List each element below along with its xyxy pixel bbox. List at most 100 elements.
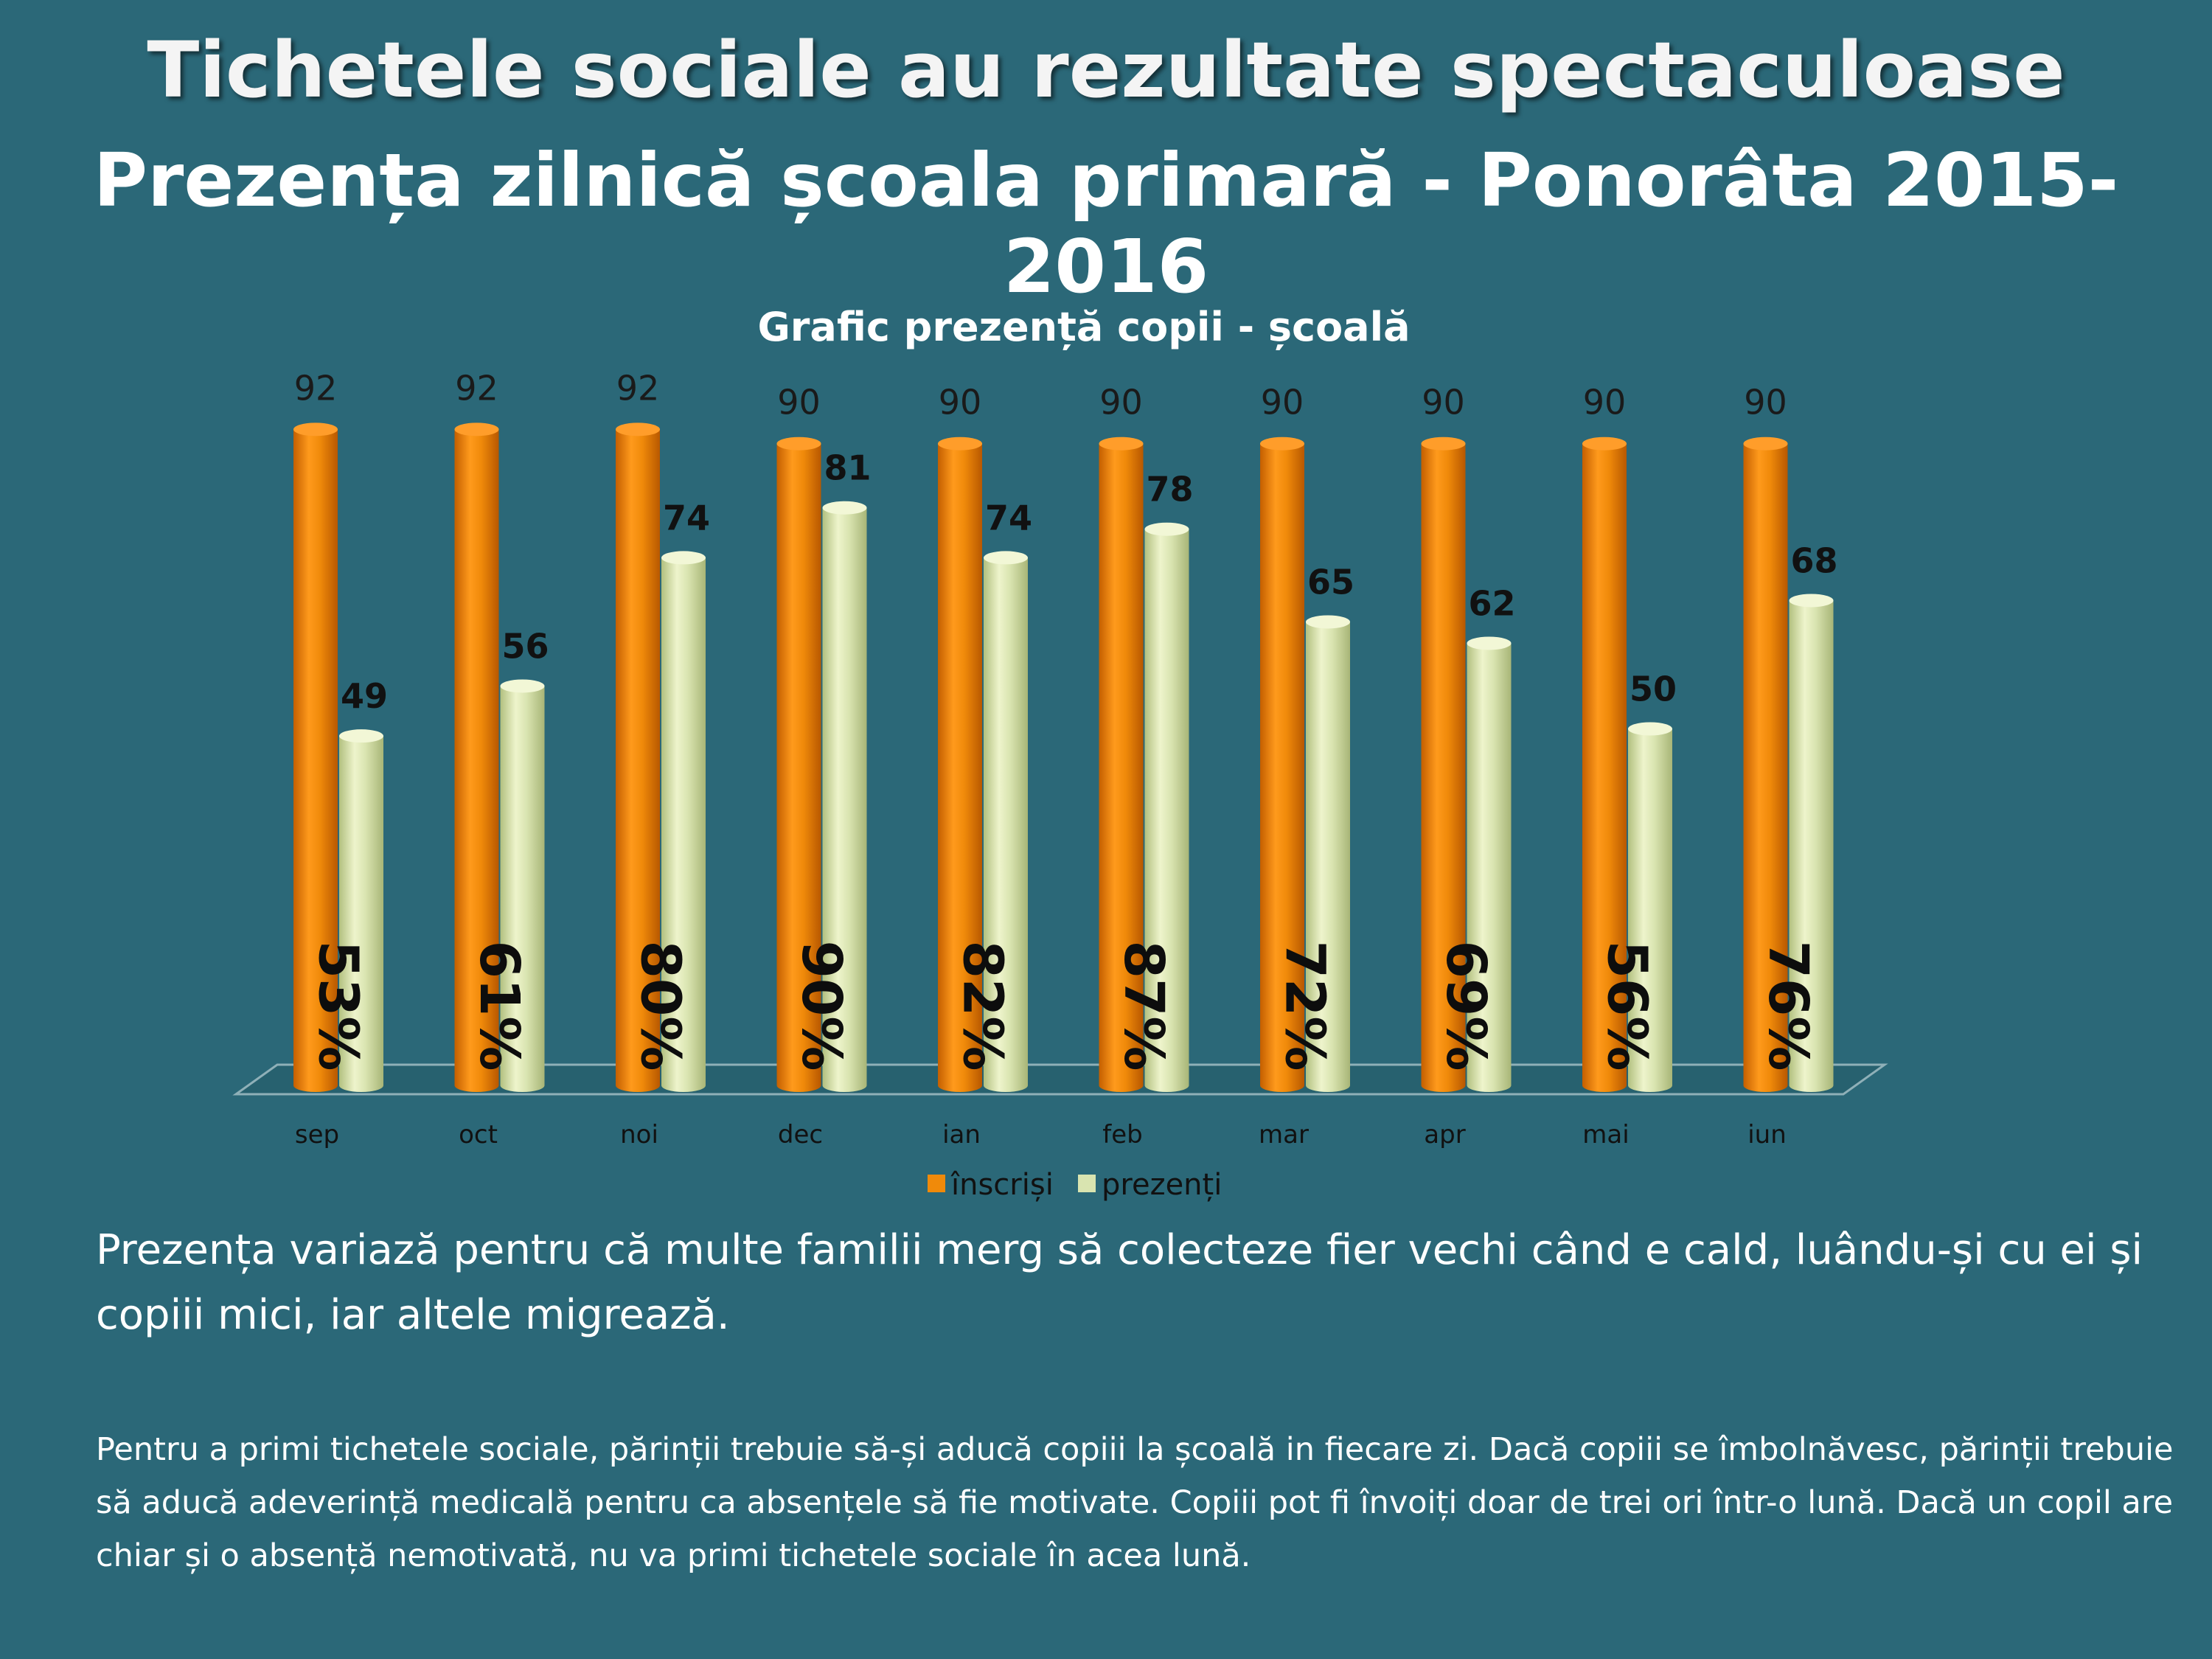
bar-inscrisi-sep-cap bbox=[293, 422, 338, 437]
percent-label-mar: 72% bbox=[1273, 940, 1336, 1071]
category-label-sep: sep bbox=[295, 1120, 339, 1150]
bar-prezenti-oct-body bbox=[500, 686, 545, 1092]
bar-prezenti-dec-body bbox=[822, 507, 867, 1092]
value-label-prezenti-oct: 56 bbox=[501, 626, 549, 666]
value-label-prezenti-iun: 68 bbox=[1790, 540, 1837, 580]
bar-prezenti-mar-cap bbox=[1306, 615, 1350, 629]
bar-inscrisi-mai-body bbox=[1582, 443, 1627, 1092]
bar-inscrisi-mar-body bbox=[1260, 443, 1304, 1092]
value-label-inscrisi-iun: 90 bbox=[1744, 383, 1787, 422]
percent-label-ian: 82% bbox=[950, 940, 1014, 1071]
category-label-apr: apr bbox=[1424, 1120, 1465, 1150]
bar-prezenti-oct bbox=[500, 679, 545, 1092]
category-label-iun: iun bbox=[1747, 1120, 1787, 1150]
bar-prezenti-sep-body bbox=[339, 736, 383, 1092]
bar-inscrisi-oct bbox=[454, 422, 499, 1092]
page-title: Tichetele sociale au rezultate spectacul… bbox=[147, 25, 2065, 115]
value-label-inscrisi-sep: 92 bbox=[294, 368, 338, 408]
legend-swatch-prezenti bbox=[1078, 1175, 1096, 1192]
value-label-prezenti-noi: 74 bbox=[663, 498, 710, 538]
bar-inscrisi-ian bbox=[938, 437, 982, 1092]
value-label-inscrisi-noi: 92 bbox=[616, 368, 660, 408]
value-label-prezenti-mar: 65 bbox=[1307, 562, 1354, 602]
bar-inscrisi-apr bbox=[1421, 437, 1466, 1092]
value-label-inscrisi-dec: 90 bbox=[777, 383, 821, 422]
bar-inscrisi-feb-cap bbox=[1099, 437, 1144, 451]
category-label-noi: noi bbox=[620, 1120, 658, 1150]
category-label-feb: feb bbox=[1102, 1120, 1142, 1150]
bar-prezenti-mai-cap bbox=[1628, 722, 1672, 736]
category-label-mai: mai bbox=[1582, 1120, 1629, 1150]
bar-prezenti-noi bbox=[661, 551, 706, 1092]
bar-inscrisi-ian-body bbox=[938, 443, 982, 1092]
value-label-prezenti-ian: 74 bbox=[985, 498, 1032, 538]
bar-prezenti-feb bbox=[1144, 522, 1189, 1092]
bar-prezenti-sep-cap bbox=[339, 729, 383, 743]
value-label-inscrisi-mar: 90 bbox=[1261, 383, 1304, 422]
bar-inscrisi-noi-body bbox=[616, 429, 660, 1092]
bar-prezenti-apr bbox=[1467, 636, 1512, 1092]
category-label-dec: dec bbox=[778, 1120, 823, 1150]
attendance-explanation: Prezența variază pentru că multe familii… bbox=[96, 1226, 2143, 1339]
category-label-ian: ian bbox=[942, 1120, 981, 1150]
bar-inscrisi-oct-body bbox=[454, 429, 499, 1092]
chart-title: Grafic prezență copii - școală bbox=[757, 304, 1410, 350]
bar-inscrisi-sep bbox=[293, 422, 338, 1092]
legend-label-inscrisi: înscriși bbox=[950, 1168, 1054, 1202]
bar-inscrisi-iun-body bbox=[1743, 443, 1788, 1092]
value-label-inscrisi-oct: 92 bbox=[455, 368, 498, 408]
percent-label-noi: 80% bbox=[628, 940, 692, 1071]
ticket-rules-paragraph: Pentru a primi tichetele sociale, părinț… bbox=[96, 1431, 2174, 1574]
bar-prezenti-dec-cap bbox=[822, 501, 867, 515]
category-label-oct: oct bbox=[459, 1120, 498, 1150]
bar-inscrisi-mai bbox=[1582, 437, 1627, 1092]
bar-prezenti-dec bbox=[822, 501, 867, 1092]
percent-label-feb: 87% bbox=[1112, 940, 1175, 1071]
bar-prezenti-ian-cap bbox=[984, 551, 1028, 565]
bar-inscrisi-iun bbox=[1743, 437, 1788, 1092]
bar-inscrisi-mar bbox=[1260, 437, 1304, 1092]
bar-prezenti-mai-body bbox=[1628, 728, 1672, 1092]
value-label-prezenti-feb: 78 bbox=[1146, 470, 1193, 509]
bar-inscrisi-feb bbox=[1099, 437, 1144, 1092]
value-label-inscrisi-ian: 90 bbox=[939, 383, 982, 422]
bars-group bbox=[293, 422, 1834, 1092]
bar-inscrisi-dec-body bbox=[776, 443, 821, 1092]
bar-prezenti-oct-cap bbox=[500, 679, 545, 693]
value-label-inscrisi-apr: 90 bbox=[1422, 383, 1465, 422]
bar-inscrisi-ian-cap bbox=[938, 437, 982, 451]
category-label-mar: mar bbox=[1259, 1120, 1309, 1150]
bar-inscrisi-iun-cap bbox=[1743, 437, 1788, 451]
value-label-prezenti-dec: 81 bbox=[824, 448, 871, 488]
bar-inscrisi-mar-cap bbox=[1260, 437, 1304, 451]
bar-prezenti-feb-cap bbox=[1144, 522, 1189, 536]
value-label-prezenti-sep: 49 bbox=[341, 676, 388, 716]
bar-inscrisi-sep-body bbox=[293, 429, 338, 1092]
bar-prezenti-noi-cap bbox=[661, 551, 706, 565]
bar-inscrisi-mai-cap bbox=[1582, 437, 1627, 451]
value-label-inscrisi-feb: 90 bbox=[1099, 383, 1143, 422]
bar-prezenti-ian bbox=[984, 551, 1028, 1092]
bar-inscrisi-dec bbox=[776, 437, 821, 1092]
percent-label-sep: 53% bbox=[306, 940, 369, 1071]
bar-prezenti-iun bbox=[1789, 594, 1834, 1092]
chart-legend: înscriși prezenți bbox=[928, 1168, 1222, 1202]
percent-label-oct: 61% bbox=[467, 940, 531, 1071]
bar-prezenti-apr-body bbox=[1467, 643, 1512, 1092]
bar-prezenti-mar bbox=[1306, 615, 1350, 1092]
bar-inscrisi-noi bbox=[616, 422, 660, 1092]
percent-label-mai: 56% bbox=[1595, 940, 1658, 1071]
bar-inscrisi-dec-cap bbox=[776, 437, 821, 451]
bar-inscrisi-oct-cap bbox=[454, 422, 499, 437]
bar-inscrisi-apr-body bbox=[1421, 443, 1466, 1092]
bar-prezenti-noi-body bbox=[661, 557, 706, 1092]
bar-prezenti-sep bbox=[339, 729, 383, 1092]
percent-label-iun: 76% bbox=[1756, 940, 1820, 1071]
labels-group: 924953%sep925661%oct927480%noi908190%dec… bbox=[294, 368, 1838, 1150]
percent-label-dec: 90% bbox=[790, 940, 853, 1071]
bar-prezenti-iun-cap bbox=[1789, 594, 1834, 608]
value-label-prezenti-apr: 62 bbox=[1468, 583, 1515, 623]
value-label-prezenti-mai: 50 bbox=[1630, 669, 1677, 709]
bar-prezenti-apr-cap bbox=[1467, 636, 1512, 650]
